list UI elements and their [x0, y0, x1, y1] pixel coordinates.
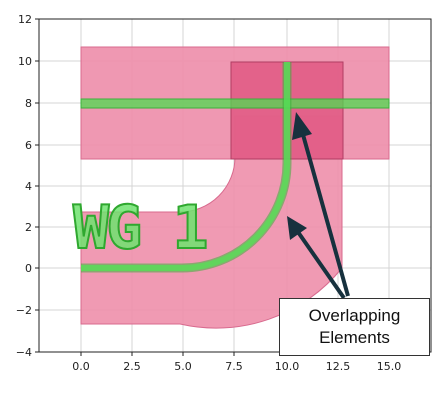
x-tick-label: 0.0: [72, 360, 90, 373]
y-tick-label: 10: [18, 55, 32, 68]
y-tick-label: 12: [18, 13, 32, 26]
horizontal-waveguide: [80, 98, 390, 109]
x-tick-label: 10.0: [275, 360, 300, 373]
callout-arrows: [287, 112, 350, 300]
y-tick-label: 2: [25, 221, 32, 234]
arrow-lower: [296, 230, 346, 300]
y-tick-label: 0: [25, 262, 32, 275]
y-tick-label: −2: [16, 304, 32, 317]
arrow-lower-head: [287, 216, 307, 240]
callout-line-1: Overlapping: [308, 306, 401, 325]
y-tick-label: 8: [25, 97, 32, 110]
x-tick-label: 2.5: [123, 360, 141, 373]
bent-waveguide-core: [81, 62, 290, 271]
wg1-label: WG 1: [73, 193, 206, 263]
arrow-upper-head: [292, 112, 312, 140]
y-tick-label: −4: [16, 346, 32, 359]
y-tick-label: 6: [25, 139, 32, 152]
x-tick-label: 5.0: [174, 360, 192, 373]
callout-line-2: Elements: [319, 328, 390, 347]
x-tick-label: 7.5: [225, 360, 243, 373]
y-tick-label: 4: [25, 180, 32, 193]
arrow-upper: [300, 130, 350, 297]
x-tick-label: 12.5: [326, 360, 351, 373]
callout-box: Overlapping Elements: [279, 298, 430, 356]
x-tick-label: 15.0: [377, 360, 402, 373]
